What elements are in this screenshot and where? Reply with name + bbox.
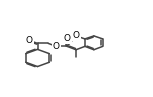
- Text: O: O: [64, 34, 71, 43]
- Text: O: O: [53, 42, 60, 51]
- Text: O: O: [26, 36, 33, 45]
- Text: O: O: [73, 31, 80, 40]
